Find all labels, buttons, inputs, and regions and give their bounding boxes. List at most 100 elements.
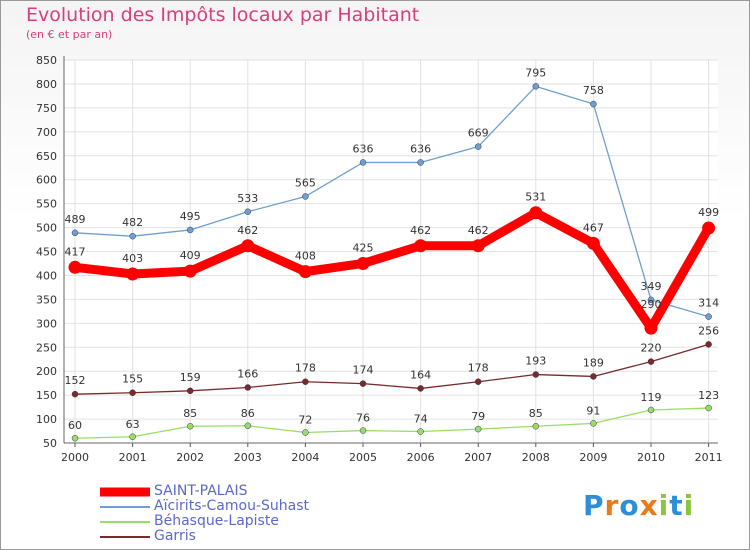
data-label: 123 (698, 389, 719, 402)
data-label: 166 (237, 367, 258, 380)
series-line-3 (74, 343, 710, 395)
y-tick-label: 450 (36, 246, 57, 259)
data-label: 79 (471, 410, 485, 423)
y-tick-label: 100 (36, 413, 57, 426)
data-point (532, 422, 540, 430)
x-tick-label: 2003 (234, 451, 262, 464)
data-point (126, 267, 140, 281)
data-point (186, 387, 194, 395)
data-label: 220 (641, 342, 662, 355)
data-point (244, 422, 252, 430)
data-point (68, 260, 82, 274)
logo-letter: o (619, 489, 640, 522)
data-point (532, 371, 540, 378)
logo-letter: i (658, 489, 670, 522)
legend-swatch (100, 535, 150, 538)
logo-letter: i (683, 489, 695, 522)
data-point (359, 427, 367, 434)
data-label: 489 (65, 213, 86, 226)
data-point (417, 428, 424, 435)
x-tick-label: 2002 (176, 451, 204, 464)
data-label: 403 (122, 252, 143, 265)
y-tick-label: 200 (36, 365, 57, 378)
data-point (71, 229, 79, 237)
data-point (647, 406, 655, 414)
data-point (417, 159, 424, 166)
data-label: 533 (237, 192, 258, 205)
logo-letter: P (583, 489, 605, 522)
data-label: 60 (68, 419, 82, 432)
series-line-1 (74, 85, 710, 318)
x-tick-label: 2008 (522, 451, 550, 464)
proxiti-logo: Proxiti (583, 489, 694, 522)
y-tick-label: 350 (36, 293, 57, 306)
data-label: 462 (237, 224, 258, 237)
data-label: 189 (583, 356, 604, 369)
data-label: 417 (65, 245, 86, 258)
data-point (183, 264, 197, 278)
data-label: 74 (414, 413, 428, 426)
data-label: 193 (525, 355, 546, 368)
data-point (705, 341, 712, 348)
series-line-0 (70, 208, 714, 333)
data-label: 758 (583, 84, 604, 97)
data-point (71, 434, 79, 442)
data-point (590, 420, 597, 427)
data-label: 409 (180, 249, 201, 262)
y-tick-label: 700 (36, 126, 57, 139)
data-point (244, 384, 252, 391)
data-point (302, 193, 309, 200)
data-point (129, 389, 136, 396)
data-label: 314 (698, 297, 719, 310)
y-tick-label: 650 (36, 150, 57, 163)
data-point (129, 433, 136, 441)
data-label: 467 (583, 221, 604, 234)
legend-swatch (100, 505, 150, 508)
data-point (590, 100, 597, 108)
x-tick-label: 2009 (579, 451, 607, 464)
x-tick-label: 2001 (119, 451, 147, 464)
x-tick-label: 2011 (695, 451, 723, 464)
data-label: 636 (353, 142, 374, 155)
data-label: 91 (586, 404, 600, 417)
data-point (647, 358, 655, 365)
data-point (186, 422, 194, 430)
data-label: 636 (410, 142, 431, 155)
data-point (644, 321, 658, 335)
logo-letter: x (639, 489, 659, 522)
data-label: 85 (183, 407, 197, 420)
data-label: 76 (356, 412, 370, 425)
y-tick-label: 850 (36, 54, 57, 67)
data-point (71, 390, 79, 398)
y-tick-label: 500 (36, 222, 57, 235)
data-point (186, 226, 194, 234)
data-point (302, 429, 309, 436)
data-point (298, 265, 312, 279)
data-point (129, 232, 136, 240)
data-point (474, 143, 482, 150)
data-label: 159 (180, 371, 201, 384)
chart-title: Evolution des Impôts locaux par Habitant (26, 4, 420, 26)
data-point (244, 208, 252, 216)
data-point (359, 380, 367, 387)
x-tick-label: 2010 (637, 451, 665, 464)
legend-swatch (100, 487, 150, 496)
y-tick-label: 300 (36, 317, 57, 330)
x-tick-label: 2007 (464, 451, 492, 464)
data-point (702, 221, 716, 235)
data-point (474, 425, 482, 433)
data-label: 152 (65, 374, 86, 387)
x-tick-label: 2006 (407, 451, 435, 464)
data-label: 119 (641, 391, 662, 404)
data-label: 565 (295, 176, 316, 189)
legend-swatch (100, 520, 150, 523)
logo-letter: t (669, 489, 684, 522)
data-label: 256 (698, 324, 719, 337)
data-label: 408 (295, 250, 316, 263)
data-label: 462 (468, 224, 489, 237)
data-label: 174 (353, 364, 374, 377)
data-point (417, 385, 424, 392)
data-label: 178 (468, 362, 489, 375)
x-tick-label: 2000 (61, 451, 89, 464)
